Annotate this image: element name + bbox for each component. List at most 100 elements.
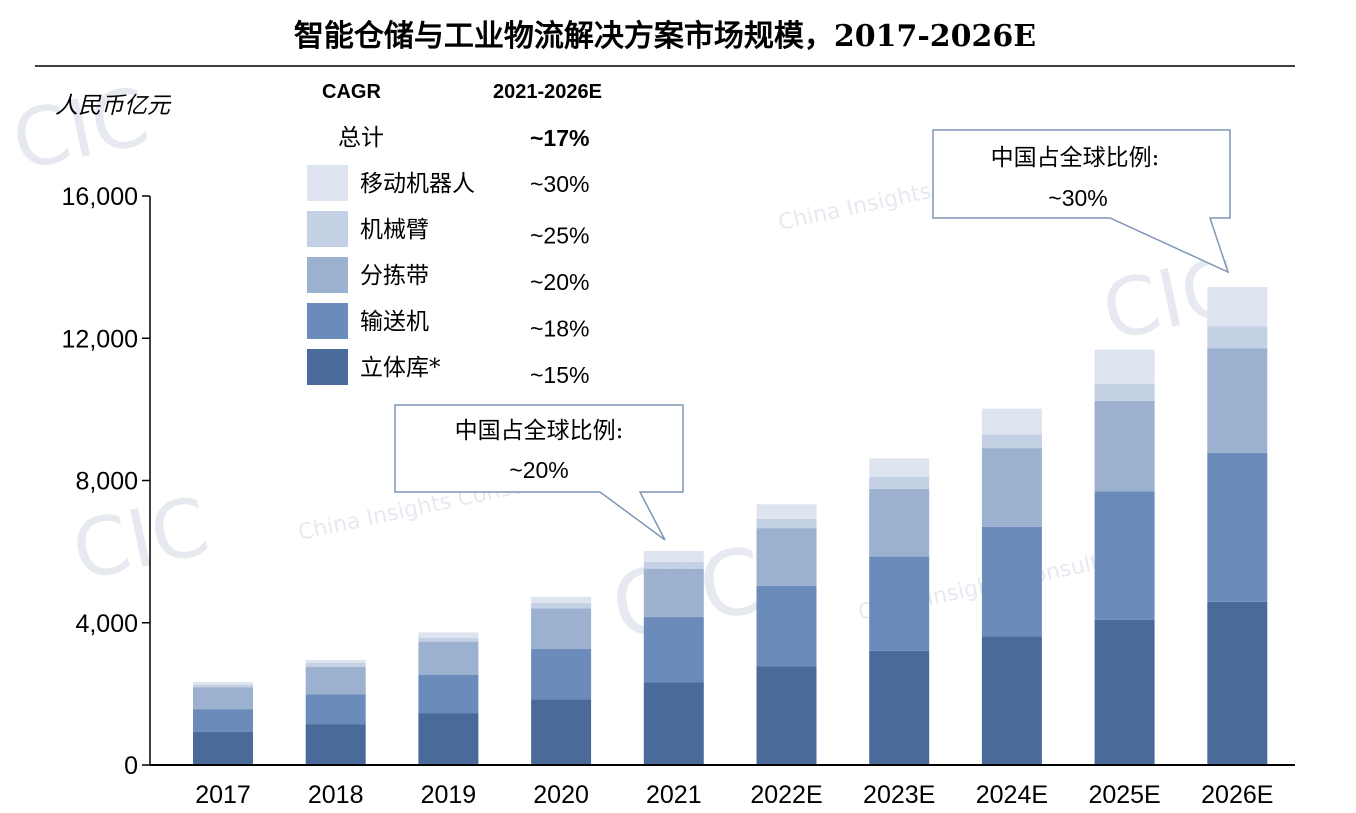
x-tick-label: 2026E — [1201, 781, 1273, 809]
bar-segment — [531, 608, 592, 649]
bar-segment — [1207, 287, 1268, 327]
bar-stack-2026E — [1207, 287, 1268, 765]
bar-segment — [643, 550, 704, 562]
legend-cagr: ~25% — [530, 223, 589, 249]
callout-box — [932, 129, 1231, 274]
legend-total-cagr: ~17% — [530, 125, 589, 151]
bar-segment — [193, 731, 253, 765]
bar-stack-2020 — [531, 596, 592, 765]
callout-line2: ~30% — [1048, 185, 1107, 211]
x-tick-label: 2019 — [421, 781, 477, 809]
bar-segment — [1094, 619, 1155, 765]
y-tick-label: 12,000 — [62, 325, 138, 353]
legend-label: 机械臂 — [360, 217, 429, 243]
bar-segment — [1207, 348, 1268, 453]
bar-segment — [869, 458, 930, 477]
y-tick-label: 4,000 — [75, 610, 138, 638]
bar-segment — [756, 504, 817, 519]
bar-segment — [305, 666, 366, 695]
bar-segment — [531, 596, 592, 603]
bar-segment — [305, 662, 366, 667]
bar-segment — [531, 699, 592, 765]
bar-segment — [756, 528, 817, 586]
bar-segment — [193, 682, 253, 685]
axes-group: 0 4,000 8,000 12,000 16,000 2017 2018 2019 2020 2… — [62, 183, 1295, 809]
svg-text:CIC: CIC — [65, 479, 217, 598]
legend-cagr: ~18% — [530, 316, 589, 342]
x-tick-label: 2023E — [863, 781, 935, 809]
legend: CAGR 2021-2026E 总计 ~17% 移动机器人 ~30% 机械臂 ~25%… — [307, 81, 602, 388]
bar-segment — [418, 637, 479, 642]
bar-segment — [869, 650, 930, 765]
bar-segment — [981, 434, 1042, 449]
bar-segment — [869, 476, 930, 490]
legend-label: 输送机 — [360, 309, 429, 335]
bar-segment — [418, 674, 479, 714]
chart-title: 智能仓储与工业物流解决方案市场规模，2017-2026E — [294, 19, 1036, 54]
legend-swatch — [307, 165, 348, 201]
bar-segment — [305, 724, 366, 765]
bar-segment — [418, 641, 479, 675]
callout-line2: ~20% — [509, 457, 568, 483]
bar-stack-2024E — [981, 408, 1042, 765]
bar-segment — [531, 648, 592, 700]
bar-segment — [643, 682, 704, 765]
bar-segment — [643, 617, 704, 683]
bar-segment — [981, 636, 1042, 765]
x-tick-label: 2020 — [533, 781, 589, 809]
bar-segment — [756, 585, 817, 667]
legend-cagr: ~20% — [530, 269, 589, 295]
legend-cagr: ~30% — [530, 171, 589, 197]
y-axis-label: 人民币亿元 — [55, 93, 172, 119]
bar-segment — [869, 556, 930, 651]
bar-segment — [1207, 452, 1268, 602]
callout-line1: 中国占全球比例: — [455, 418, 624, 444]
x-tick-label: 2024E — [976, 781, 1048, 809]
x-tick-label: 2022E — [750, 781, 822, 809]
bar-segment — [981, 448, 1042, 527]
bar-stack-2025E — [1094, 349, 1155, 765]
bar-segment — [193, 684, 253, 688]
bar-segment — [643, 568, 704, 618]
legend-label: 移动机器人 — [360, 171, 475, 197]
bar-segment — [1094, 400, 1155, 492]
bar-segment — [981, 526, 1042, 637]
legend-label: 立体库* — [360, 355, 441, 381]
legend-swatch — [307, 257, 348, 293]
bar-segment — [756, 666, 817, 765]
bar-segment — [1094, 491, 1155, 620]
bar-segment — [305, 694, 366, 725]
x-tick-label: 2021 — [646, 781, 702, 809]
bar-segment — [643, 561, 704, 569]
bar-segment — [869, 489, 930, 557]
legend-header-period: 2021-2026E — [493, 81, 602, 103]
x-tick-label: 2025E — [1088, 781, 1160, 809]
x-tick-label: 2017 — [195, 781, 251, 809]
bar-segment — [193, 687, 253, 710]
legend-swatch — [307, 303, 348, 339]
callout-2021: 中国占全球比例: ~20% — [394, 404, 684, 541]
svg-text:CIC: CIC — [5, 69, 157, 188]
legend-swatch — [307, 211, 348, 247]
bar-stack-2021 — [643, 550, 704, 765]
bar-stack-2022E — [756, 504, 817, 765]
callout-box — [394, 404, 684, 541]
y-tick-label: 0 — [124, 752, 138, 780]
bar-segment — [756, 518, 817, 529]
bar-segment — [418, 713, 479, 765]
legend-swatch — [307, 349, 348, 385]
callout-2026: 中国占全球比例: ~30% — [932, 129, 1231, 274]
bar-segment — [981, 408, 1042, 435]
bar-segment — [1094, 383, 1155, 401]
legend-total-label: 总计 — [338, 125, 384, 151]
bar-segment — [1207, 326, 1268, 349]
bar-segment — [1207, 601, 1268, 765]
bar-stack-2023E — [869, 458, 930, 765]
bar-stack-2018 — [305, 660, 366, 765]
x-tick-label: 2018 — [308, 781, 364, 809]
y-tick-label: 8,000 — [75, 468, 138, 496]
bar-segment — [531, 602, 592, 609]
legend-header-cagr: CAGR — [322, 81, 381, 103]
legend-cagr: ~15% — [530, 362, 589, 388]
